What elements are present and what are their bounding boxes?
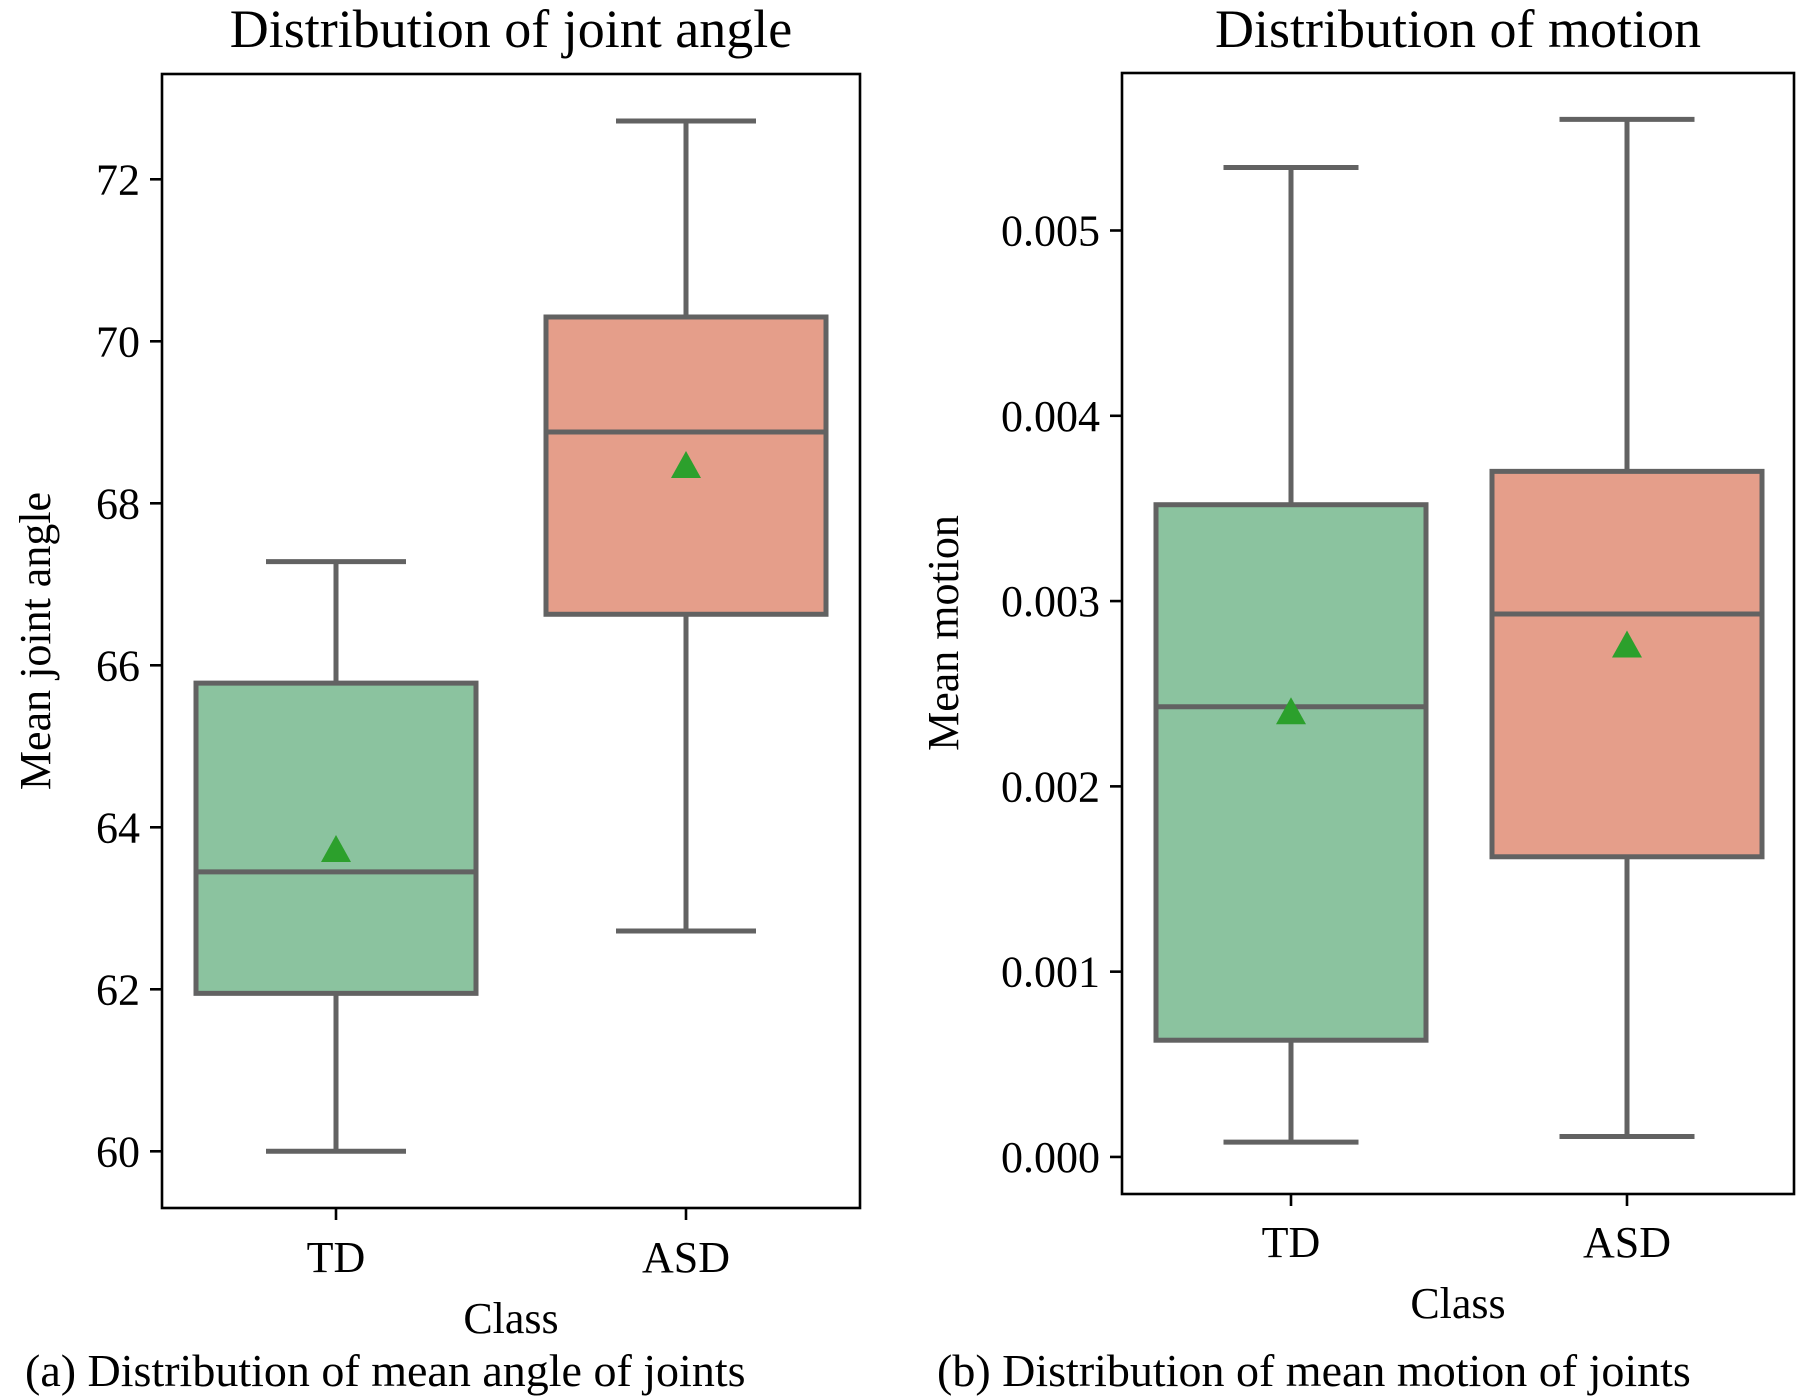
x-axis-label: Class <box>1410 1279 1505 1328</box>
y-tick-label: 0.000 <box>1001 1133 1100 1182</box>
plot-area: 0.000 0.001 0.002 0.003 0.004 0.005 TD ASD <box>1001 116 1765 1267</box>
y-tick-label: 68 <box>96 479 140 528</box>
panel-caption: (a) Distribution of mean angle of joints <box>25 1345 746 1396</box>
x-tick-label: TD <box>307 1233 366 1282</box>
y-tick-label: 0.004 <box>1001 392 1100 441</box>
mean-marker <box>671 451 701 479</box>
panel-caption: (b) Distribution of mean motion of joint… <box>937 1345 1691 1396</box>
x-tick-label: TD <box>1262 1218 1321 1267</box>
y-tick-label: 60 <box>96 1127 140 1176</box>
y-tick-label: 64 <box>96 803 140 852</box>
x-axis-label: Class <box>463 1294 558 1343</box>
x-tick-label: ASD <box>1583 1218 1671 1267</box>
y-tick-label: 0.005 <box>1001 206 1100 255</box>
mean-marker <box>321 834 351 862</box>
panel-a: Distribution of joint angle 60 62 64 66 68 70… <box>11 0 862 1396</box>
y-tick-label: 0.001 <box>1001 948 1100 997</box>
box-asd <box>543 314 829 617</box>
y-tick-label: 70 <box>96 317 140 366</box>
y-axis-label: Mean joint angle <box>11 492 60 790</box>
box-td <box>1153 502 1429 1043</box>
plot-area: 60 62 64 66 68 70 72 TD ASD <box>96 118 829 1282</box>
axes-frame <box>160 72 862 1210</box>
y-tick-label: 62 <box>96 965 140 1014</box>
panel-b: Distribution of motion 0.0000.0010.0020.… <box>919 0 1796 1396</box>
mean-marker <box>1612 630 1642 658</box>
box-asd <box>1489 468 1765 860</box>
chart-title: Distribution of motion <box>1215 0 1701 59</box>
y-axis-label: Mean motion <box>919 515 968 751</box>
x-tick-label: ASD <box>642 1233 730 1282</box>
mean-marker <box>1276 697 1306 725</box>
axes-frame <box>1120 71 1796 1196</box>
y-tick-label: 0.002 <box>1001 762 1100 811</box>
y-tick-label: 0.003 <box>1001 577 1100 626</box>
y-tick-label: 66 <box>96 641 140 690</box>
chart-title: Distribution of joint angle <box>230 0 792 59</box>
y-tick-label: 72 <box>96 155 140 204</box>
